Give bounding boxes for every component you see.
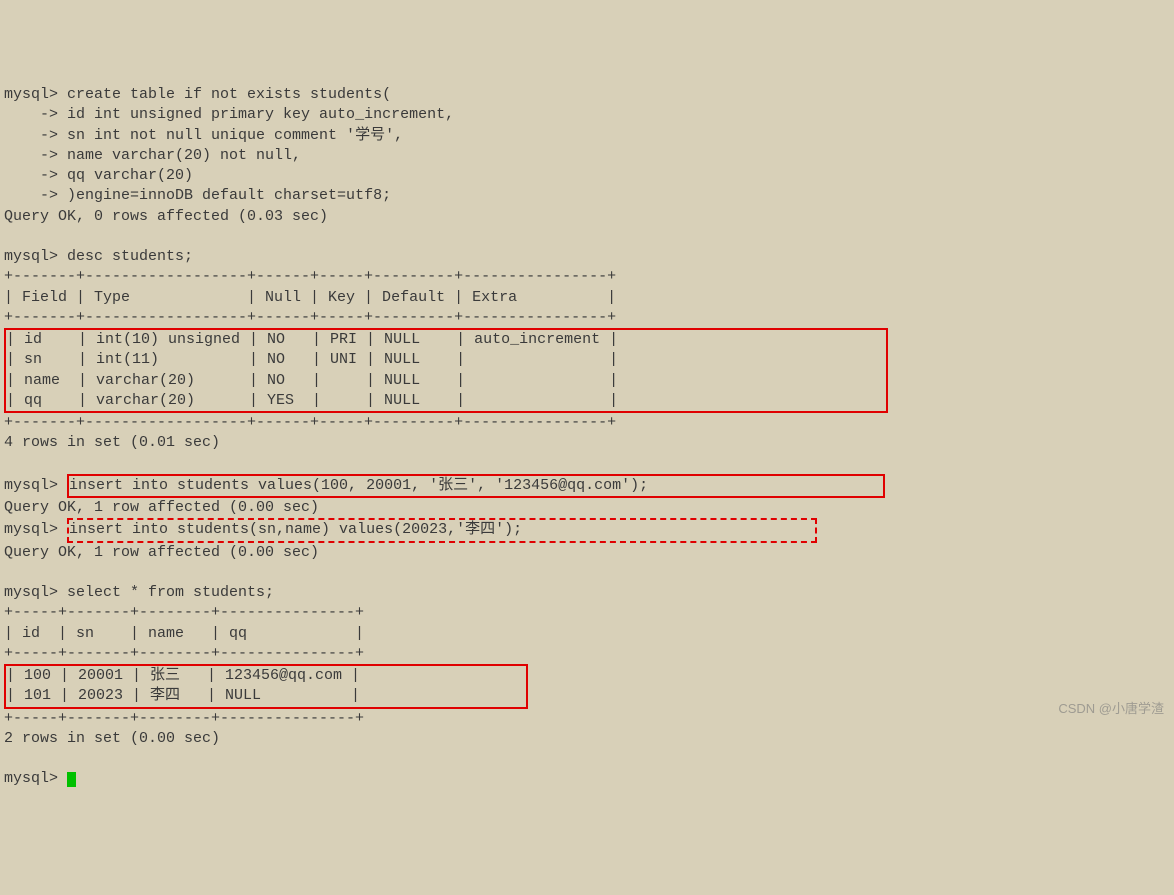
select-row-0: | 100 | 20001 | 张三 | 123456@qq.com |	[6, 667, 360, 684]
select-result: 2 rows in set (0.00 sec)	[4, 730, 220, 747]
insert2-result: Query OK, 1 row affected (0.00 sec)	[4, 544, 319, 561]
desc-row-3: | qq | varchar(20) | YES | | NULL | |	[6, 392, 618, 409]
desc-header: | Field | Type | Null | Key | Default | …	[4, 289, 616, 306]
cont-prompt: ->	[4, 147, 67, 164]
watermark: CSDN @小唐学渣	[1058, 700, 1164, 718]
create-line-0: create table if not exists students(	[67, 86, 391, 103]
select-cmd: select * from students;	[67, 584, 274, 601]
prompt: mysql>	[4, 248, 67, 265]
insert1-highlight: insert into students values(100, 20001, …	[67, 474, 885, 498]
select-rows-highlight: | 100 | 20001 | 张三 | 123456@qq.com | | 1…	[4, 664, 528, 709]
cont-prompt: ->	[4, 127, 67, 144]
select-border-top: +-----+-------+--------+---------------+	[4, 604, 364, 621]
terminal-output: mysql> create table if not exists studen…	[4, 86, 888, 787]
select-row-1: | 101 | 20023 | 李四 | NULL |	[6, 687, 360, 704]
desc-border-mid: +-------+------------------+------+-----…	[4, 309, 616, 326]
desc-row-2: | name | varchar(20) | NO | | NULL | |	[6, 372, 618, 389]
desc-border-bot: +-------+------------------+------+-----…	[4, 414, 616, 431]
create-result: Query OK, 0 rows affected (0.03 sec)	[4, 208, 328, 225]
prompt: mysql>	[4, 477, 67, 494]
prompt: mysql>	[4, 584, 67, 601]
prompt: mysql>	[4, 770, 67, 787]
select-border-mid: +-----+-------+--------+---------------+	[4, 645, 364, 662]
insert1-cmd: insert into students values(100, 20001, …	[69, 477, 648, 494]
select-border-bot: +-----+-------+--------+---------------+	[4, 710, 364, 727]
create-line-3: name varchar(20) not null,	[67, 147, 301, 164]
cont-prompt: ->	[4, 167, 67, 184]
desc-rows-highlight: | id | int(10) unsigned | NO | PRI | NUL…	[4, 328, 888, 413]
create-line-2: sn int not null unique comment '学号',	[67, 127, 403, 144]
prompt: mysql>	[4, 86, 67, 103]
desc-row-0: | id | int(10) unsigned | NO | PRI | NUL…	[6, 331, 618, 348]
desc-row-1: | sn | int(11) | NO | UNI | NULL | |	[6, 351, 618, 368]
insert2-cmd: insert into students(sn,name) values(200…	[69, 521, 522, 538]
create-line-1: id int unsigned primary key auto_increme…	[67, 106, 454, 123]
create-line-4: qq varchar(20)	[67, 167, 193, 184]
insert1-result: Query OK, 1 row affected (0.00 sec)	[4, 499, 319, 516]
cont-prompt: ->	[4, 187, 67, 204]
insert2-highlight: insert into students(sn,name) values(200…	[67, 518, 817, 542]
select-header: | id | sn | name | qq |	[4, 625, 364, 642]
cont-prompt: ->	[4, 106, 67, 123]
cursor-block[interactable]	[67, 772, 76, 787]
desc-cmd: desc students;	[67, 248, 193, 265]
desc-result: 4 rows in set (0.01 sec)	[4, 434, 220, 451]
create-line-5: )engine=innoDB default charset=utf8;	[67, 187, 391, 204]
prompt: mysql>	[4, 521, 67, 538]
desc-border-top: +-------+------------------+------+-----…	[4, 268, 616, 285]
